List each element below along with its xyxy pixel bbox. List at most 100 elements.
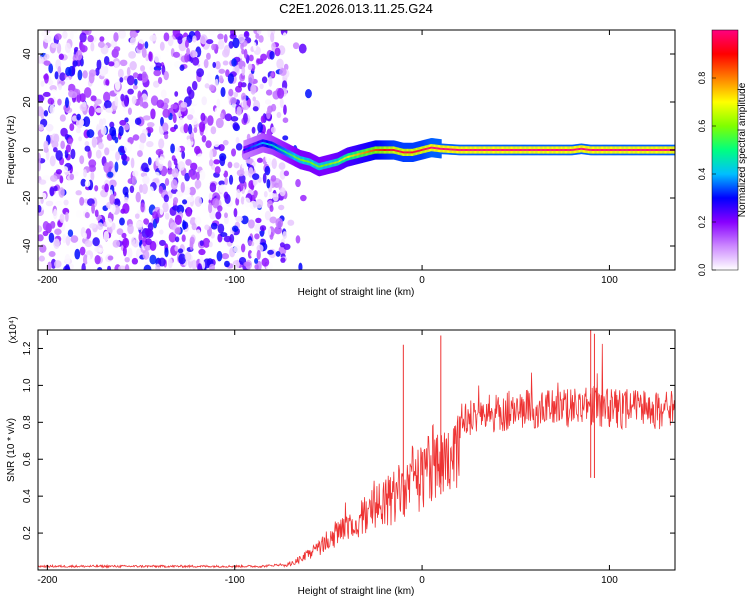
ridge-core (657, 149, 659, 151)
noise-speck (126, 75, 135, 86)
ridge-core (341, 158, 343, 161)
noise-speck (159, 206, 164, 216)
ridge-core (293, 155, 296, 158)
ridge-core (649, 149, 651, 151)
ridge-core (586, 148, 588, 151)
ridge-core (553, 149, 556, 151)
noise-speck (88, 159, 97, 168)
noise-speck (249, 200, 258, 210)
noise-speck (127, 247, 133, 259)
ridge-core (283, 150, 286, 153)
colorbar-gradient (711, 29, 739, 271)
noise-speck (145, 238, 152, 246)
noise-speck (108, 144, 117, 151)
noise-speck (216, 98, 221, 109)
ridge-core (480, 149, 483, 151)
noise-speck (201, 135, 207, 143)
ridge-core (498, 149, 501, 151)
ridge-core (619, 149, 622, 151)
noise-speck (244, 31, 249, 37)
noise-speck (142, 236, 147, 247)
noise-speck (69, 123, 75, 132)
ridge-core (423, 148, 425, 151)
noise-speck (223, 170, 229, 178)
noise-speck (183, 216, 191, 222)
ridge-core (508, 149, 511, 151)
noise-speck (236, 106, 242, 116)
noise-speck (194, 145, 201, 155)
ridge-core (261, 142, 263, 145)
ridge-core (532, 149, 534, 151)
noise-speck (54, 33, 62, 41)
noise-speck (261, 76, 268, 84)
noise-speck (162, 122, 169, 132)
ridge-core (526, 149, 529, 151)
noise-speck (178, 253, 187, 265)
ridge-core (546, 149, 549, 151)
ridge-core (252, 145, 254, 148)
noise-speck (170, 179, 178, 190)
ridge-core (497, 149, 500, 151)
ridge-core (471, 149, 474, 151)
ridge-core (482, 149, 485, 151)
noise-speck (140, 65, 146, 72)
noise-speck (212, 198, 219, 209)
noise-speck (49, 175, 58, 182)
noise-speck (162, 201, 169, 213)
noise-speck (45, 200, 54, 207)
noise-speck (195, 229, 201, 235)
ridge-core (625, 149, 628, 151)
noise-speck (103, 100, 112, 109)
ridge-core (653, 149, 656, 151)
ridge-core (410, 151, 413, 154)
noise-speck (91, 136, 97, 148)
ridge-core (256, 143, 259, 146)
ridge-core (623, 149, 625, 151)
ridge-core (323, 164, 325, 167)
noise-speck (131, 257, 139, 265)
ridge-core (408, 151, 411, 154)
ridge-core (313, 163, 315, 166)
noise-speck (191, 259, 197, 270)
ridge-core (359, 152, 361, 155)
ridge-core (368, 150, 370, 153)
ridge-core (265, 142, 268, 145)
ridge-core (308, 160, 311, 163)
ridge-core (634, 149, 637, 151)
noise-speck (298, 262, 303, 270)
ridge-core (273, 145, 276, 148)
noise-speck (267, 227, 272, 236)
noise-speck (128, 51, 137, 59)
ridge-core (663, 149, 666, 151)
noise-speck (147, 121, 155, 128)
ridge-core (304, 159, 306, 162)
noise-speck (198, 248, 206, 256)
noise-speck (276, 111, 282, 119)
noise-speck (143, 264, 152, 270)
noise-speck (206, 52, 211, 60)
ridge-core (365, 151, 368, 154)
noise-speck (158, 239, 166, 247)
noise-speck (190, 162, 198, 171)
ridge-core (281, 149, 284, 152)
noise-speck (158, 138, 165, 149)
ridge-core (395, 149, 397, 152)
ridge-core (310, 162, 313, 164)
ridge-core (372, 149, 375, 152)
ridge-core (612, 149, 614, 151)
noise-speck (199, 169, 206, 181)
ridge-core (523, 149, 525, 151)
ridge-core (606, 149, 609, 151)
noise-speck (164, 247, 169, 258)
ridge-core (295, 156, 297, 159)
noise-speck (272, 193, 279, 202)
ridge-core (513, 149, 515, 151)
noise-speck (70, 148, 76, 160)
ridge-core (269, 143, 271, 146)
ridge-core (296, 156, 298, 159)
ridge-core (659, 149, 661, 151)
noise-speck (224, 113, 233, 122)
noise-speck (171, 168, 179, 178)
ridge-core (644, 149, 647, 151)
ridge-core (435, 147, 438, 150)
